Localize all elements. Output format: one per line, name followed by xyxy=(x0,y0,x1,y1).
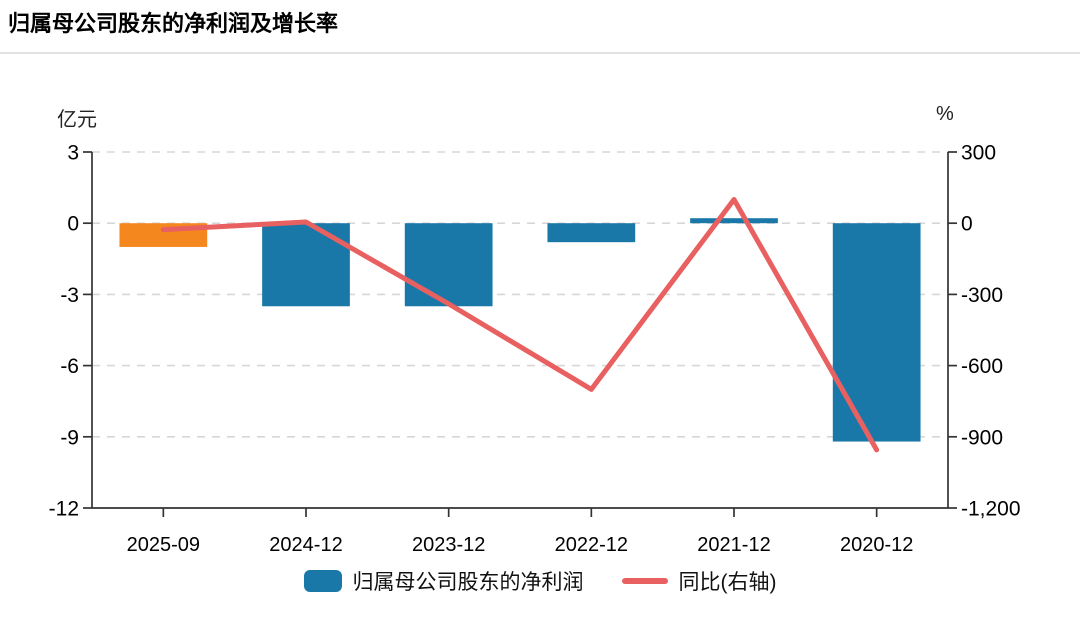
chart-canvas[interactable]: 3 0 -3 -6 -9 -12 300 0 -300 -600 -900 -1,200 2025-09… xyxy=(0,0,1080,560)
y-tick-label-right: 0 xyxy=(961,213,973,236)
y-tick-label-right: 300 xyxy=(961,142,996,165)
legend: 归属母公司股东的净利润 同比(右轴) xyxy=(0,566,1080,596)
y-tick-label-left: -3 xyxy=(60,284,79,307)
x-tick-label: 2022-12 xyxy=(555,534,628,556)
left-axis-unit: 亿元 xyxy=(57,109,97,131)
bar-2020-12[interactable] xyxy=(832,223,921,442)
y-tick-label-left: -9 xyxy=(60,426,79,449)
x-tick-label: 2023-12 xyxy=(412,534,485,556)
y-tick-label-left: -6 xyxy=(60,355,79,378)
legend-label-net-profit: 归属母公司股东的净利润 xyxy=(352,571,584,594)
trend-line[interactable] xyxy=(160,196,880,453)
bar-series-swatch-icon xyxy=(303,570,342,592)
right-axis-unit: % xyxy=(936,103,954,125)
y-tick-label-left: 0 xyxy=(67,213,79,236)
line-series-swatch-icon xyxy=(621,578,668,584)
page-title: 归属母公司股东的净利润及增长率 xyxy=(8,11,339,36)
bar-2021-12[interactable] xyxy=(690,218,778,224)
y-tick-label-left: -12 xyxy=(49,498,79,521)
bar-2024-12[interactable] xyxy=(262,223,350,307)
y-tick-label-right: -900 xyxy=(961,426,1003,449)
bar-2022-12[interactable] xyxy=(547,223,636,243)
bar-2023-12[interactable] xyxy=(404,223,493,307)
y-tick-label-right: -600 xyxy=(961,355,1003,378)
title-divider xyxy=(0,52,1080,54)
x-tick-label: 2020-12 xyxy=(840,534,913,556)
x-tick-label: 2024-12 xyxy=(269,534,342,556)
legend-item-yoy[interactable]: 同比(右轴) xyxy=(621,566,777,596)
legend-label-yoy: 同比(右轴) xyxy=(678,571,777,594)
y-tick-label-left: 3 xyxy=(67,142,79,165)
y-tick-label-right: -1,200 xyxy=(961,498,1021,521)
legend-item-net-profit[interactable]: 归属母公司股东的净利润 xyxy=(303,566,584,596)
x-tick-label: 2025-09 xyxy=(127,534,200,556)
x-tick-label: 2021-12 xyxy=(697,534,770,556)
y-tick-label-right: -300 xyxy=(961,284,1003,307)
